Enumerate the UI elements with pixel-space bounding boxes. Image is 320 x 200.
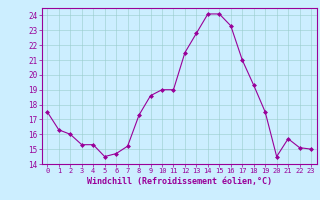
X-axis label: Windchill (Refroidissement éolien,°C): Windchill (Refroidissement éolien,°C): [87, 177, 272, 186]
